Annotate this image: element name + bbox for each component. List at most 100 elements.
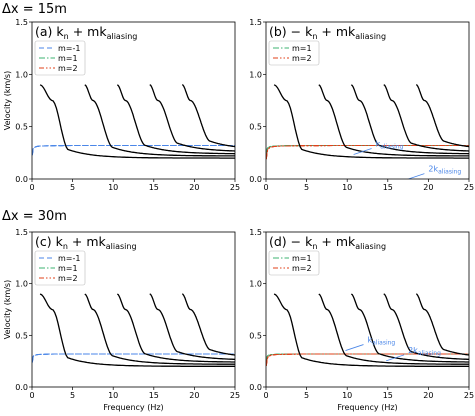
xtick-label-c-2: 10 (108, 391, 118, 400)
xtick-label-a-5: 25 (230, 183, 240, 192)
ytick-label-a-0: 0.0 (15, 175, 28, 184)
xtick-label-d-3: 15 (383, 391, 393, 400)
section-label-top: Δx = 15m (2, 2, 67, 17)
legend-c: m=-1m=1m=2 (34, 250, 86, 286)
xtick-label-d-2: 10 (342, 391, 352, 400)
dispersion-b-mode-4 (383, 84, 469, 152)
annotation-arrow-d-0 (345, 344, 364, 351)
ytick-label-c-2: 1.0 (15, 280, 28, 289)
annotation-d-0: kaliasing (368, 336, 396, 347)
frame-d (265, 231, 470, 388)
legend-label-a-0: m=-1 (58, 44, 80, 53)
ylabel-a: Velocity (km/s) (3, 71, 12, 130)
frame-b (265, 21, 470, 180)
xtick-label-b-5: 25 (464, 183, 474, 192)
ylabel-c: Velocity (km/s) (3, 280, 12, 339)
dispersion-b-mode-1 (273, 84, 469, 159)
ytick-label-c-3: 1.5 (15, 228, 28, 237)
panel-title-c: (c) kn + mkaliasing (35, 234, 137, 251)
panel-b: kaliasing 2kaliasing 0 5 10 15 20 25 0.0 0.5 1.0 1.… (249, 18, 474, 192)
xtick-label-a-0: 0 (29, 183, 34, 192)
ytick-label-c-1: 0.5 (15, 331, 28, 340)
ytick-label-d-3: 1.5 (249, 228, 262, 237)
legend-b: m=1m=2 (268, 40, 320, 66)
legend-label-d-0: m=1 (292, 254, 312, 263)
series-a-m-1-mode-6 (32, 145, 235, 156)
dispersion-d-mode-1 (273, 293, 469, 367)
legend-box-b (268, 40, 320, 66)
frame-c (31, 231, 236, 388)
series-c-m-1-mode-6 (32, 353, 235, 363)
xtick-label-c-3: 15 (149, 391, 159, 400)
xtick-label-b-3: 15 (383, 183, 393, 192)
legend-label-d-1: m=2 (292, 264, 312, 273)
legend-d: m=1m=2 (268, 250, 320, 276)
dispersion-a-mode-2 (84, 84, 235, 157)
legend-box-c (34, 250, 86, 286)
legend-label-a-2: m=2 (58, 64, 78, 73)
ytick-label-b-2: 1.0 (249, 70, 262, 79)
legend-label-c-2: m=2 (58, 274, 78, 283)
xtick-label-c-4: 20 (189, 391, 199, 400)
xtick-label-b-1: 5 (304, 183, 309, 192)
ytick-label-d-1: 0.5 (249, 331, 262, 340)
panel-d: kaliasing 2kaliasing 0 5 10 15 20 25 0.0 0.5 1.0 1.… (249, 228, 474, 412)
xlabel-d: Frequency (Hz) (337, 403, 397, 412)
xtick-label-d-4: 20 (423, 391, 433, 400)
dispersion-d-mode-2 (318, 293, 469, 365)
panel-title-b: (b) − kn + mkaliasing (269, 24, 386, 41)
legend-a: m=-1m=1m=2 (34, 40, 86, 76)
dispersion-b-mode-2 (318, 84, 469, 157)
xtick-label-c-1: 5 (70, 391, 75, 400)
frame-a (31, 21, 236, 180)
xlabel-c: Frequency (Hz) (103, 403, 163, 412)
dispersion-c-mode-4 (149, 293, 235, 360)
dispersion-d-mode-4 (383, 293, 469, 360)
panel-a: 0 5 10 15 20 25 0.0 0.5 1.0 1.5 Velocity (km/s) (a)… (3, 18, 240, 192)
annotation-b-1: 2kaliasing (428, 165, 461, 176)
series-d-m2-mode-6 (266, 353, 469, 367)
legend-label-a-1: m=1 (58, 54, 78, 63)
ytick-label-a-1: 0.5 (15, 123, 28, 132)
xtick-label-a-4: 20 (189, 183, 199, 192)
legend-label-b-0: m=1 (292, 44, 312, 53)
legend-label-b-1: m=2 (292, 54, 312, 63)
ytick-label-c-0: 0.0 (15, 383, 28, 392)
plot-area-a (32, 84, 235, 159)
annotation-d-1: 2kaliasing (408, 346, 441, 357)
xtick-label-a-2: 10 (108, 183, 118, 192)
dispersion-c-mode-2 (84, 293, 235, 365)
ytick-label-b-0: 0.0 (249, 175, 262, 184)
panel-c: 0 5 10 15 20 25 0.0 0.5 1.0 1.5 Velocity (km/s) Fre… (3, 228, 240, 412)
panel-title-d: (d) − kn + mkaliasing (269, 234, 386, 251)
legend-box-d (268, 250, 320, 276)
panels: 0 5 10 15 20 25 0.0 0.5 1.0 1.5 Velocity (km/s) (a)… (3, 18, 474, 412)
xtick-label-b-2: 10 (342, 183, 352, 192)
annotation-arrow-d-1 (385, 354, 405, 362)
dispersion-d-mode-3 (350, 293, 469, 363)
ytick-label-b-1: 0.5 (249, 123, 262, 132)
plot-area-b (266, 84, 469, 179)
ytick-label-d-2: 1.0 (249, 280, 262, 289)
xtick-label-c-5: 25 (230, 391, 240, 400)
series-b-m1-mode-6 (266, 145, 469, 156)
xtick-label-a-3: 15 (149, 183, 159, 192)
dispersion-d-mode-5 (416, 293, 469, 356)
panel-title-a: (a) kn + mkaliasing (35, 24, 137, 41)
annotation-arrow-b-0 (353, 148, 372, 155)
ytick-label-a-2: 1.0 (15, 70, 28, 79)
plot-area-c (32, 293, 235, 367)
xtick-label-d-1: 5 (304, 391, 309, 400)
dispersion-c-mode-1 (39, 293, 235, 367)
dispersion-a-mode-3 (116, 84, 235, 155)
ytick-label-b-3: 1.5 (249, 18, 262, 27)
xtick-label-a-1: 5 (70, 183, 75, 192)
dispersion-b-mode-3 (350, 84, 469, 155)
dispersion-a-mode-1 (39, 84, 235, 159)
dispersion-a-mode-5 (182, 84, 235, 148)
xtick-label-b-0: 0 (263, 183, 268, 192)
xtick-label-c-0: 0 (29, 391, 34, 400)
plot-area-d (266, 293, 469, 367)
dispersion-a-mode-4 (149, 84, 235, 152)
